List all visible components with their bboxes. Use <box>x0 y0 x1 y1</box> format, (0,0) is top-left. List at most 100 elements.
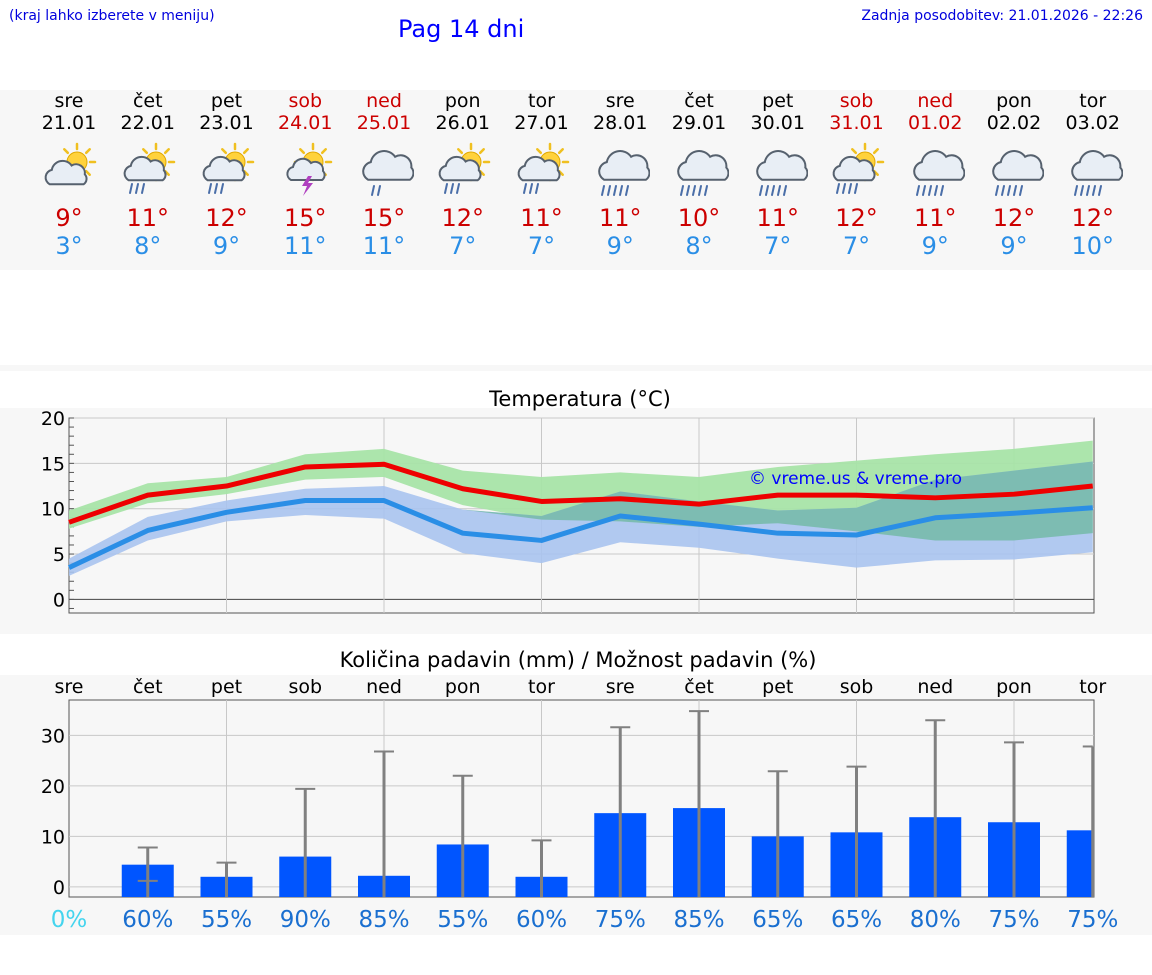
precip-probability: 55% <box>201 907 252 933</box>
day-date: 26.01 <box>435 112 490 134</box>
temp-max: 10° <box>677 204 721 232</box>
day-column: ned 25.01 15° 11° <box>344 90 424 260</box>
region-hint[interactable]: (kraj lahko izberete v meniju) <box>9 8 215 24</box>
day-date: 25.01 <box>356 112 412 134</box>
day-name: pet <box>762 90 794 112</box>
precip-probability: 80% <box>910 907 961 933</box>
precip-probability: 0% <box>51 907 88 933</box>
day-name: pon <box>444 90 481 112</box>
temp-max: 11° <box>598 204 642 232</box>
day-column: sre 21.01 9° 3° <box>29 90 109 260</box>
temp-min: 7° <box>842 232 871 260</box>
precipitation-chart: 0 10 20 30 sre čet pet sob ned pon tor sre čet pet sob… <box>41 676 1119 933</box>
sun-cloud-rain-icon <box>517 142 569 194</box>
precip-probability: 90% <box>280 907 331 933</box>
temp-max: 12° <box>205 204 248 232</box>
temp-min: 11° <box>362 232 406 260</box>
precip-probability: 85% <box>673 907 724 933</box>
category-label: sre <box>606 676 635 698</box>
category-label: tor <box>1079 676 1106 698</box>
precip-probability: 75% <box>595 907 646 933</box>
day-column: čet 29.01 10° 8° <box>659 90 739 260</box>
sun-cloud-rain-icon <box>202 142 254 194</box>
day-name: tor <box>528 90 555 112</box>
temp-max: 12° <box>441 204 485 232</box>
category-label: pet <box>762 676 793 698</box>
day-name: čet <box>684 90 714 112</box>
category-label: ned <box>917 676 953 698</box>
day-column: sre 28.01 11° 9° <box>580 90 660 260</box>
day-column: sob 24.01 15° 11° <box>265 90 345 260</box>
temperature-chart-title: Temperatura (°C) <box>489 387 671 411</box>
day-column: tor 03.02 12° 10° <box>1053 90 1133 260</box>
overlap-band <box>69 461 1093 559</box>
category-label: sre <box>55 676 84 698</box>
temp-min: 7° <box>449 232 477 260</box>
category-label: čet <box>684 676 714 698</box>
temp-max: 11° <box>126 204 170 232</box>
category-label: čet <box>133 676 163 698</box>
temp-max: 12° <box>1071 204 1115 232</box>
day-name: sre <box>54 90 84 112</box>
temp-min: 10° <box>1071 232 1115 260</box>
temp-max: 15° <box>362 204 406 232</box>
cloud-heavy-rain-icon <box>598 150 651 196</box>
temp-min: 9° <box>212 232 241 260</box>
spacer-band <box>0 365 1152 371</box>
day-column: tor 27.01 11° 7° <box>502 90 582 260</box>
min-temp-line <box>67 498 1093 570</box>
day-name: pon <box>996 90 1032 112</box>
cloud-heavy-rain-icon <box>992 150 1044 196</box>
temp-min: 9° <box>921 232 949 260</box>
day-column: pon 26.01 12° 7° <box>423 90 503 260</box>
partly-cloudy-sun-icon <box>44 142 97 186</box>
precipitation-chart-title: Količina padavin (mm) / Možnost padavin … <box>339 648 817 672</box>
temp-max: 12° <box>992 204 1036 232</box>
temp-max: 12° <box>835 204 878 232</box>
temp-min: 3° <box>55 232 83 260</box>
precip-probability: 60% <box>516 907 567 933</box>
y-tick-label: 10 <box>41 499 65 521</box>
precip-probability: 60% <box>122 907 173 933</box>
temp-min: 9° <box>1000 232 1028 260</box>
last-update: Zadnja posodobitev: 21.01.2026 - 22:26 <box>861 8 1143 24</box>
precip-probability: 85% <box>358 907 409 933</box>
day-column: sob 31.01 12° 7° <box>817 90 897 260</box>
cloud-heavy-rain-icon <box>913 150 966 196</box>
day-name: sob <box>288 90 323 112</box>
day-date: 29.01 <box>671 112 727 134</box>
category-label: pet <box>211 676 242 698</box>
day-name: ned <box>917 90 954 112</box>
day-date: 02.02 <box>986 112 1042 134</box>
precip-probability: 75% <box>1067 907 1118 933</box>
y-tick-label: 0 <box>53 877 65 899</box>
precip-bar <box>1066 830 1093 897</box>
day-date: 27.01 <box>514 112 569 134</box>
temp-min: 11° <box>283 232 327 260</box>
temp-min: 8° <box>685 232 713 260</box>
day-column: ned 01.02 11° 9° <box>895 90 975 260</box>
temp-min: 8° <box>134 232 162 260</box>
day-name: pet <box>210 90 243 112</box>
category-label: tor <box>528 676 555 698</box>
y-tick-label: 5 <box>53 544 65 566</box>
category-label: pon <box>445 676 481 698</box>
cloud-heavy-rain-icon <box>755 150 808 196</box>
day-name: sre <box>605 90 635 112</box>
temp-max: 15° <box>283 204 327 232</box>
y-tick-label: 30 <box>41 725 65 747</box>
cloud-heavy-rain-icon <box>677 150 729 196</box>
cloud-rain-icon <box>362 150 414 196</box>
day-column: pon 02.02 12° 9° <box>974 90 1054 260</box>
y-tick-label: 20 <box>41 408 65 430</box>
sun-cloud-rain-icon <box>123 142 175 194</box>
sun-cloud-rain-icon <box>438 142 490 194</box>
watermark: © vreme.us & vreme.pro <box>749 469 962 489</box>
day-date: 22.01 <box>120 112 175 134</box>
precip-probability: 55% <box>437 907 488 933</box>
temp-max: 11° <box>520 204 563 232</box>
day-name: tor <box>1079 90 1107 112</box>
temp-max: 11° <box>913 204 957 232</box>
sun-cloud-heavy-rain-icon <box>832 142 884 194</box>
temperature-chart: 0 5 10 15 20 © vreme.us & vreme.pro <box>41 408 1095 614</box>
